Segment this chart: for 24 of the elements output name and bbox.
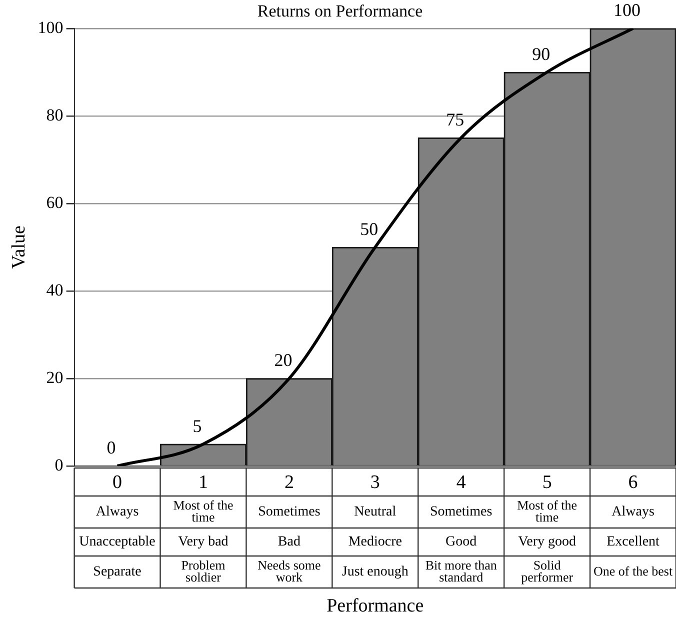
x-tick-label: 5 Most of the time Very good Solid performer	[517, 472, 578, 584]
x-tick-label: 3 Neutral Mediocre Just enough	[342, 472, 408, 580]
data-label: 50	[360, 218, 378, 239]
x-axis-title: Performance	[326, 596, 424, 617]
y-tick-label: 40	[46, 280, 64, 300]
y-tick-label: 20	[46, 368, 64, 387]
y-tick-label: 0	[54, 455, 64, 474]
x-tick-label: 4 Sometimes Good Bit more than standard	[425, 472, 498, 584]
x-tick-label: 2 Sometimes Bad Needs some work	[258, 472, 322, 584]
y-axis-title: Value	[8, 226, 30, 269]
chart-title: Returns on Performance	[257, 2, 423, 21]
data-label: 75	[446, 110, 464, 130]
x-tick-label: 0 Always Unacceptable Separate	[79, 472, 156, 580]
y-tick-label: 60	[46, 192, 64, 212]
y-tick-label: 100	[38, 18, 64, 37]
line-series	[116, 28, 635, 466]
y-tick-label: 80	[46, 105, 64, 124]
data-label: 100	[614, 0, 641, 20]
data-label: 20	[274, 350, 292, 370]
data-label: 5	[192, 416, 202, 436]
data-label: 0	[106, 438, 116, 458]
x-tick-label: 6 Always Excellent One of the best	[593, 472, 673, 578]
x-tick-label: 1 Most of the time Very bad Problem soldier	[173, 472, 234, 584]
data-label: 90	[532, 44, 550, 64]
